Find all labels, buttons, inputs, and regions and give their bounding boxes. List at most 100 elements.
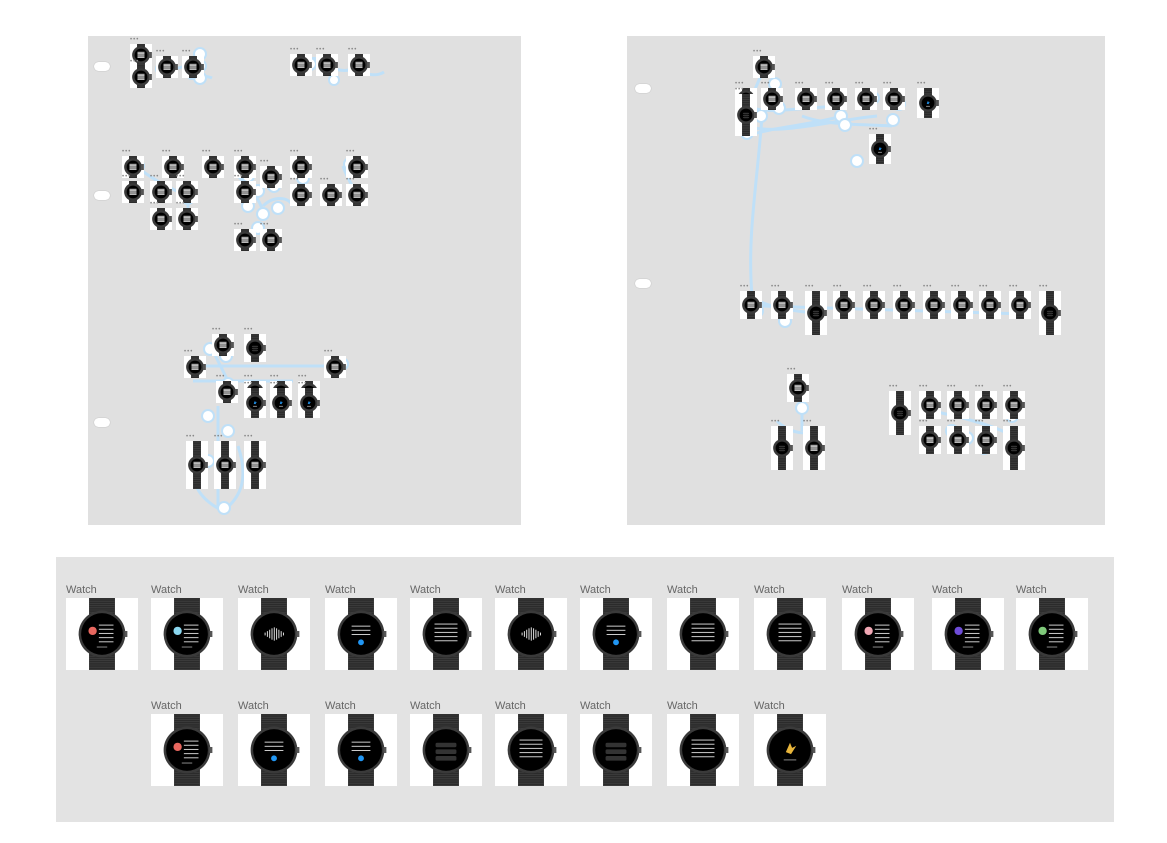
flow-frame-thumbnail[interactable]	[320, 184, 342, 206]
flow-frame-thumbnail[interactable]	[244, 388, 266, 418]
watch-frame[interactable]	[932, 598, 1004, 670]
flow-frame-thumbnail[interactable]	[1003, 426, 1025, 470]
flow-frame-thumbnail[interactable]	[244, 441, 266, 489]
frame-label[interactable]: Watch	[754, 584, 785, 596]
flow-frame-thumbnail[interactable]	[270, 388, 292, 418]
flow-frame-thumbnail[interactable]	[893, 291, 915, 319]
flow-frame-thumbnail[interactable]	[244, 334, 266, 362]
watch-frame[interactable]	[325, 598, 397, 670]
frame-label[interactable]: Watch	[410, 584, 441, 596]
flow-frame-thumbnail[interactable]	[346, 184, 368, 206]
section-pill[interactable]	[635, 279, 651, 288]
flow-frame-thumbnail[interactable]	[130, 66, 152, 88]
frame-label[interactable]: Watch	[238, 700, 269, 712]
flow-frame-thumbnail[interactable]	[787, 374, 809, 402]
flow-frame-thumbnail[interactable]	[150, 208, 172, 230]
frame-label[interactable]: Watch	[238, 584, 269, 596]
flow-frame-thumbnail[interactable]	[156, 56, 178, 78]
flow-frame-thumbnail[interactable]	[979, 291, 1001, 319]
flow-frame-thumbnail[interactable]	[975, 426, 997, 454]
flow-frame-thumbnail[interactable]	[855, 88, 877, 110]
flow-frame-thumbnail[interactable]	[324, 356, 346, 378]
watch-frame[interactable]	[667, 714, 739, 786]
flow-frame-thumbnail[interactable]	[1039, 291, 1061, 335]
flow-frame-thumbnail[interactable]	[947, 391, 969, 419]
flow-frame-thumbnail[interactable]	[1003, 391, 1025, 419]
section-pill[interactable]	[635, 84, 651, 93]
flow-frame-thumbnail[interactable]	[917, 88, 939, 118]
flow-frame-thumbnail[interactable]	[346, 156, 368, 178]
watch-frame[interactable]	[151, 598, 223, 670]
flow-frame-thumbnail[interactable]	[923, 291, 945, 319]
frame-label[interactable]: Watch	[325, 700, 356, 712]
flow-canvas-left[interactable]: ••• ••• ••• ••• ••• ••• ••• ••• ••• ••• ••• ••• ••• •…	[88, 36, 521, 525]
section-pill[interactable]	[94, 418, 110, 427]
frame-label[interactable]: Watch	[667, 584, 698, 596]
flow-frame-thumbnail[interactable]	[771, 291, 793, 319]
frame-label[interactable]: Watch	[580, 584, 611, 596]
flow-frame-thumbnail[interactable]	[184, 356, 206, 378]
flow-frame-thumbnail[interactable]	[805, 291, 827, 335]
flow-frame-thumbnail[interactable]	[186, 441, 208, 489]
watch-frame[interactable]	[754, 598, 826, 670]
frame-label[interactable]: Watch	[151, 584, 182, 596]
frame-label[interactable]: Watch	[1016, 584, 1047, 596]
flow-frame-thumbnail[interactable]	[1009, 291, 1031, 319]
flow-frame-thumbnail[interactable]	[212, 334, 234, 356]
flow-frame-thumbnail[interactable]	[919, 426, 941, 454]
watch-frame[interactable]	[238, 714, 310, 786]
flow-frame-thumbnail[interactable]	[951, 291, 973, 319]
frame-label[interactable]: Watch	[151, 700, 182, 712]
flow-frame-thumbnail[interactable]	[260, 229, 282, 251]
watch-frame[interactable]	[580, 598, 652, 670]
section-pill[interactable]	[94, 62, 110, 71]
flow-frame-thumbnail[interactable]	[947, 426, 969, 454]
frame-label[interactable]: Watch	[667, 700, 698, 712]
flow-frame-thumbnail[interactable]	[795, 88, 817, 110]
frame-label[interactable]: Watch	[495, 700, 526, 712]
flow-frame-thumbnail[interactable]	[290, 184, 312, 206]
watch-frame[interactable]	[66, 598, 138, 670]
flow-frame-thumbnail[interactable]	[869, 134, 891, 164]
flow-frame-thumbnail[interactable]	[162, 156, 184, 178]
flow-frame-thumbnail[interactable]	[202, 156, 224, 178]
frame-label[interactable]: Watch	[754, 700, 785, 712]
flow-canvas-right[interactable]: ••• ••• ••• ••• ••• ••• ••• ••• ••• ••• ••• ••• ••• •…	[627, 36, 1105, 525]
flow-frame-thumbnail[interactable]	[883, 88, 905, 110]
frame-label[interactable]: Watch	[842, 584, 873, 596]
flow-frame-thumbnail[interactable]	[182, 56, 204, 78]
flow-frame-thumbnail[interactable]	[122, 181, 144, 203]
flow-frame-thumbnail[interactable]	[150, 181, 172, 203]
frame-label[interactable]: Watch	[325, 584, 356, 596]
flow-frame-thumbnail[interactable]	[803, 426, 825, 470]
watch-frame[interactable]	[325, 714, 397, 786]
frame-label[interactable]: Watch	[932, 584, 963, 596]
flow-frame-thumbnail[interactable]	[863, 291, 885, 319]
frame-label[interactable]: Watch	[410, 700, 441, 712]
flow-frame-thumbnail[interactable]	[214, 441, 236, 489]
flow-frame-thumbnail[interactable]	[216, 381, 238, 403]
flow-frame-thumbnail[interactable]	[889, 391, 911, 435]
flow-frame-thumbnail[interactable]	[975, 391, 997, 419]
watch-frame[interactable]	[410, 598, 482, 670]
flow-frame-thumbnail[interactable]	[234, 229, 256, 251]
watch-frame[interactable]	[151, 714, 223, 786]
watch-frames-board[interactable]: Watch Watch Watch Watch Watch Watch Watch Watch…	[56, 557, 1114, 822]
flow-frame-thumbnail[interactable]	[290, 54, 312, 76]
flow-frame-thumbnail[interactable]	[753, 56, 775, 78]
watch-frame[interactable]	[1016, 598, 1088, 670]
flow-frame-thumbnail[interactable]	[833, 291, 855, 319]
watch-frame[interactable]	[667, 598, 739, 670]
flow-frame-thumbnail[interactable]	[316, 54, 338, 76]
flow-frame-thumbnail[interactable]	[234, 156, 256, 178]
flow-frame-thumbnail[interactable]	[735, 94, 757, 136]
section-pill[interactable]	[94, 191, 110, 200]
flow-frame-thumbnail[interactable]	[919, 391, 941, 419]
watch-frame[interactable]	[842, 598, 914, 670]
watch-frame[interactable]	[754, 714, 826, 786]
frame-label[interactable]: Watch	[580, 700, 611, 712]
flow-frame-thumbnail[interactable]	[348, 54, 370, 76]
flow-frame-thumbnail[interactable]	[260, 166, 282, 188]
watch-frame[interactable]	[495, 598, 567, 670]
flow-frame-thumbnail[interactable]	[234, 181, 256, 203]
